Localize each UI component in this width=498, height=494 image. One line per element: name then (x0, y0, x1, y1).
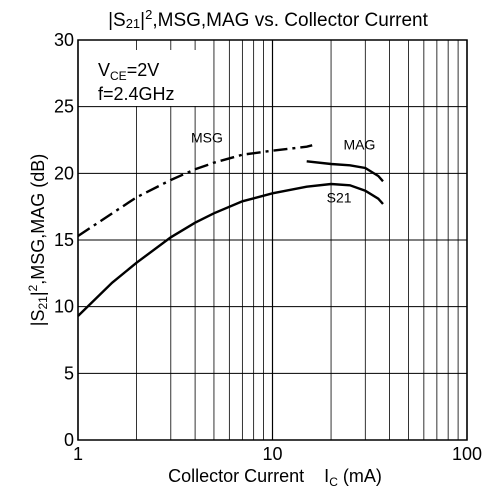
series-label: MSG (191, 130, 223, 146)
series-label: S21 (327, 190, 352, 206)
y-tick-label: 20 (54, 163, 74, 183)
y-tick-label: 30 (54, 30, 74, 50)
annotation-box (80, 50, 200, 106)
series-line (77, 144, 313, 237)
y-tick-label: 25 (54, 97, 74, 117)
annotation: f=2.4GHz (98, 84, 175, 104)
y-tick-label: 10 (54, 297, 74, 317)
x-tick-label: 100 (452, 444, 482, 464)
series-label: MAG (344, 136, 376, 152)
y-axis-label: |S21|2,MSG,MAG (dB) (26, 154, 50, 326)
series-line (77, 182, 384, 317)
y-tick-label: 5 (64, 363, 74, 383)
x-axis-label: Collector Current IC (mA) (168, 466, 382, 489)
series-line (306, 160, 384, 183)
plot-frame (77, 39, 468, 441)
plot-area: 1 10 100 0 5 10 15 20 25 30 S21 MSG MAG (54, 30, 482, 464)
x-tick-label: 10 (262, 444, 282, 464)
chart-title: |S21|2,MSG,MAG vs. Collector Current (108, 7, 429, 31)
annotation: VCE=2V (98, 60, 159, 83)
x-tick-label: 1 (73, 444, 83, 464)
y-tick-label: 15 (54, 230, 74, 250)
y-tick-label: 0 (64, 430, 74, 450)
